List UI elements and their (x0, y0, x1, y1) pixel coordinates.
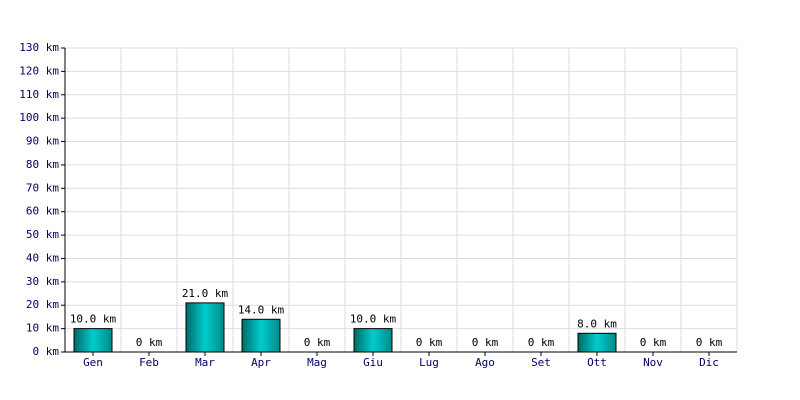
y-tick-label: 40 km (26, 251, 59, 264)
y-tick-label: 20 km (26, 298, 59, 311)
y-tick-label: 60 km (26, 205, 59, 218)
y-tick-label: 100 km (19, 111, 59, 124)
value-label: 14.0 km (238, 303, 285, 316)
y-tick-label: 90 km (26, 135, 59, 148)
y-tick-label: 0 km (33, 345, 60, 358)
value-label: 21.0 km (182, 287, 229, 300)
bar (73, 328, 113, 353)
x-tick-label: Lug (419, 356, 439, 369)
bar (241, 318, 281, 353)
value-label: 10.0 km (70, 313, 117, 326)
y-tick-label: 120 km (19, 64, 59, 77)
y-tick-label: 130 km (19, 41, 59, 54)
y-tick-label: 80 km (26, 158, 59, 171)
value-label: 0 km (472, 336, 499, 349)
y-tick-label: 30 km (26, 275, 59, 288)
y-tick-label: 50 km (26, 228, 59, 241)
bar (185, 302, 225, 353)
x-tick-label: Dic (699, 356, 719, 369)
y-tick-label: 110 km (19, 88, 59, 101)
x-tick-label: Mag (307, 356, 327, 369)
x-tick-label: Nov (643, 356, 663, 369)
value-label: 0 km (136, 336, 163, 349)
x-tick-label: Feb (139, 356, 159, 369)
x-tick-label: Ago (475, 356, 495, 369)
x-tick-label: Ott (587, 356, 607, 369)
x-tick-label: Giu (363, 356, 383, 369)
value-label: 10.0 km (350, 313, 397, 326)
value-label: 0 km (528, 336, 555, 349)
bar (577, 332, 617, 353)
y-tick-label: 70 km (26, 181, 59, 194)
value-label: 0 km (304, 336, 331, 349)
value-label: 8.0 km (577, 317, 617, 330)
x-tick-label: Set (531, 356, 551, 369)
bar (353, 328, 393, 353)
value-label: 0 km (416, 336, 443, 349)
y-tick-label: 10 km (26, 322, 59, 335)
x-tick-label: Apr (251, 356, 271, 369)
x-tick-label: Mar (195, 356, 215, 369)
value-label: 0 km (640, 336, 667, 349)
value-label: 0 km (696, 336, 723, 349)
x-tick-label: Gen (83, 356, 103, 369)
